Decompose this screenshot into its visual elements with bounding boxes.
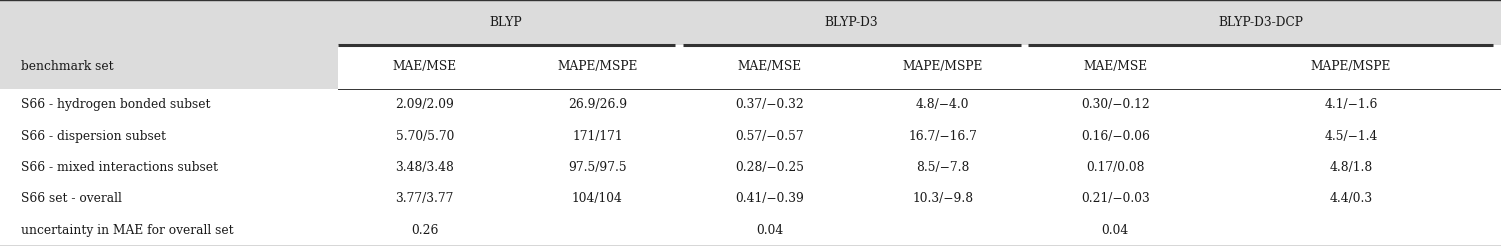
Text: 0.57/−0.57: 0.57/−0.57 — [735, 130, 805, 143]
Text: 0.17/0.08: 0.17/0.08 — [1087, 161, 1144, 174]
Text: 0.04: 0.04 — [757, 224, 784, 237]
Bar — [0, 121, 1501, 152]
Text: 4.1/−1.6: 4.1/−1.6 — [1324, 98, 1378, 111]
Text: MAPE/MSPE: MAPE/MSPE — [1310, 61, 1391, 73]
Text: BLYP-D3: BLYP-D3 — [824, 16, 878, 29]
Text: uncertainty in MAE for overall set: uncertainty in MAE for overall set — [21, 224, 234, 237]
Text: BLYP-D3-DCP: BLYP-D3-DCP — [1219, 16, 1303, 29]
Bar — [0, 152, 1501, 183]
Text: 171/171: 171/171 — [572, 130, 623, 143]
Bar — [0, 183, 1501, 215]
Text: 0.04: 0.04 — [1102, 224, 1129, 237]
Text: 16.7/−16.7: 16.7/−16.7 — [908, 130, 977, 143]
Text: 3.77/3.77: 3.77/3.77 — [396, 192, 453, 205]
Text: MAE/MSE: MAE/MSE — [1084, 61, 1147, 73]
Text: benchmark set: benchmark set — [21, 61, 114, 73]
Text: 4.5/−1.4: 4.5/−1.4 — [1324, 130, 1378, 143]
Text: 97.5/97.5: 97.5/97.5 — [567, 161, 627, 174]
Text: 0.41/−0.39: 0.41/−0.39 — [735, 192, 805, 205]
Text: S66 - hydrogen bonded subset: S66 - hydrogen bonded subset — [21, 98, 210, 111]
Bar — [0, 215, 1501, 246]
Text: 0.21/−0.03: 0.21/−0.03 — [1081, 192, 1150, 205]
Text: BLYP: BLYP — [489, 16, 522, 29]
Text: 0.30/−0.12: 0.30/−0.12 — [1081, 98, 1150, 111]
Text: 0.16/−0.06: 0.16/−0.06 — [1081, 130, 1150, 143]
Text: 8.5/−7.8: 8.5/−7.8 — [916, 161, 970, 174]
Text: 10.3/−9.8: 10.3/−9.8 — [913, 192, 973, 205]
Text: 0.26: 0.26 — [411, 224, 438, 237]
Text: MAPE/MSPE: MAPE/MSPE — [557, 61, 638, 73]
Text: 104/104: 104/104 — [572, 192, 623, 205]
Text: S66 set - overall: S66 set - overall — [21, 192, 122, 205]
Text: 4.8/−4.0: 4.8/−4.0 — [916, 98, 970, 111]
Text: 5.70/5.70: 5.70/5.70 — [396, 130, 453, 143]
Text: MAE/MSE: MAE/MSE — [393, 61, 456, 73]
Text: MAPE/MSPE: MAPE/MSPE — [902, 61, 983, 73]
Text: 4.4/0.3: 4.4/0.3 — [1330, 192, 1372, 205]
Text: S66 - dispersion subset: S66 - dispersion subset — [21, 130, 167, 143]
Text: S66 - mixed interactions subset: S66 - mixed interactions subset — [21, 161, 218, 174]
Text: 0.28/−0.25: 0.28/−0.25 — [735, 161, 805, 174]
Text: 26.9/26.9: 26.9/26.9 — [567, 98, 627, 111]
Text: 3.48/3.48: 3.48/3.48 — [395, 161, 455, 174]
Text: MAE/MSE: MAE/MSE — [738, 61, 802, 73]
Text: 0.37/−0.32: 0.37/−0.32 — [735, 98, 805, 111]
Text: 2.09/2.09: 2.09/2.09 — [395, 98, 455, 111]
Bar — [338, 45, 1501, 89]
Bar — [0, 89, 1501, 121]
Text: 4.8/1.8: 4.8/1.8 — [1330, 161, 1372, 174]
